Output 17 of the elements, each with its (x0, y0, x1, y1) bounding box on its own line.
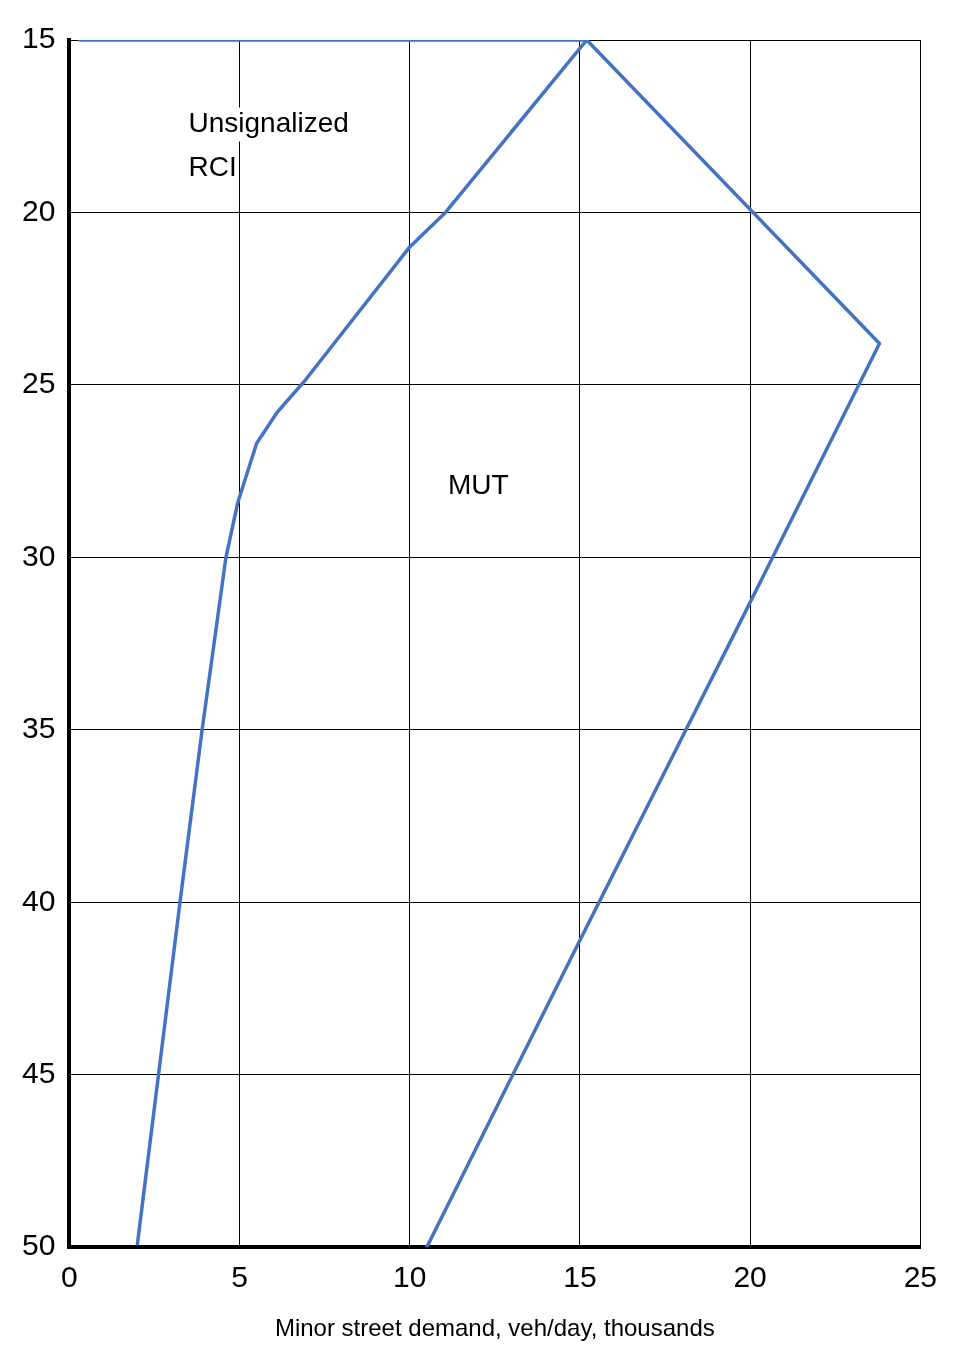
x-tick-label: 25 (903, 1260, 937, 1294)
annotation: Unsignalized RCI (188, 107, 349, 183)
x-tick-label: 0 (61, 1260, 78, 1294)
x-tick-label: 10 (393, 1260, 427, 1294)
y-tick-label: 25 (21, 366, 56, 400)
y-tick-label: 15 (21, 21, 56, 55)
x-tick-label: 20 (733, 1260, 767, 1294)
y-tick-label: 20 (21, 193, 56, 227)
y-tick-label: 35 (21, 711, 56, 745)
x-axis-title: Minor street demand, veh/day, thousands (274, 1314, 715, 1342)
y-tick-label: 45 (21, 1056, 56, 1090)
y-tick-label: 50 (21, 1228, 56, 1262)
x-tick-label: 5 (231, 1260, 248, 1294)
y-tick-label: 30 (21, 538, 56, 572)
annotation: MUT (448, 469, 509, 501)
x-tick-label: 15 (563, 1260, 597, 1294)
y-tick-label: 40 (21, 883, 56, 917)
